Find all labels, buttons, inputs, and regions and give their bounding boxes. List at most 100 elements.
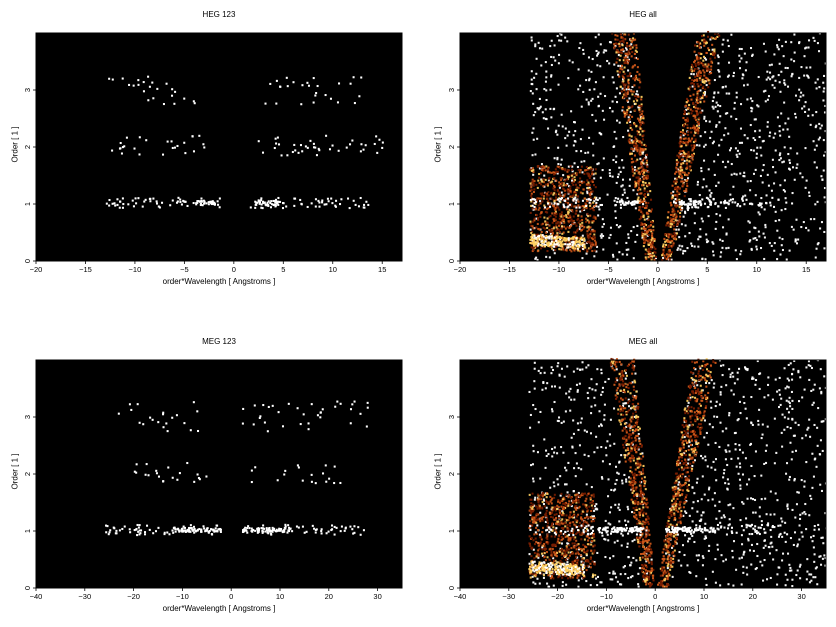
heatmap-cell	[740, 57, 743, 60]
heatmap-cell	[219, 529, 222, 532]
heatmap-cell	[754, 568, 757, 571]
heatmap-cell	[810, 497, 813, 500]
heatmap-cell	[728, 92, 731, 95]
heatmap-cell	[638, 73, 641, 76]
heatmap-cell	[144, 533, 147, 536]
heatmap-cell	[560, 243, 563, 246]
heatmap-cell	[647, 240, 650, 243]
heatmap-cell	[621, 44, 624, 47]
heatmap-cell	[646, 190, 649, 193]
plot-background	[36, 33, 402, 261]
heatmap-cell	[267, 405, 270, 409]
heatmap-cell	[800, 479, 803, 482]
heatmap-cell	[629, 576, 633, 579]
heatmap-cell	[600, 445, 603, 449]
heatmap-cell	[808, 514, 811, 517]
heatmap-cell	[701, 186, 704, 189]
heatmap-cell	[706, 79, 709, 82]
heatmap-cell	[639, 149, 642, 152]
heatmap-cell	[670, 258, 673, 261]
heatmap-cell	[752, 549, 755, 552]
heatmap-cell	[277, 200, 280, 203]
heatmap-cell	[562, 194, 565, 197]
heatmap-cell	[672, 215, 675, 218]
heatmap-cell	[678, 236, 681, 239]
heatmap-cell	[776, 573, 779, 576]
heatmap-cell	[686, 159, 689, 162]
heatmap-cell	[575, 192, 578, 195]
heatmap-cell	[139, 532, 142, 535]
heatmap-cell	[562, 195, 565, 198]
heatmap-cell	[570, 436, 573, 439]
heatmap-cell	[593, 230, 596, 233]
heatmap-cell	[679, 203, 682, 206]
heatmap-cell	[543, 174, 546, 177]
heatmap-cell	[621, 48, 624, 51]
heatmap-cell	[543, 235, 546, 238]
heatmap-cell	[293, 143, 296, 146]
heatmap-cell	[668, 249, 671, 252]
heatmap-cell	[541, 546, 544, 549]
heatmap-cell	[786, 505, 789, 508]
heatmap-cell	[616, 57, 619, 60]
heatmap-cell	[566, 169, 569, 172]
heatmap-cell	[578, 241, 581, 244]
heatmap-cell	[620, 36, 623, 39]
heatmap-cell	[574, 247, 577, 250]
heatmap-cell	[556, 561, 559, 564]
heatmap-cell	[538, 167, 541, 170]
heatmap-cell	[544, 240, 547, 243]
heatmap-cell	[376, 151, 379, 154]
heatmap-cell	[589, 247, 592, 250]
heatmap-cell	[568, 396, 571, 399]
heatmap-cell	[585, 580, 588, 583]
heatmap-cell	[769, 513, 772, 516]
heatmap-cell	[815, 87, 818, 90]
heatmap-cell	[312, 146, 316, 149]
heatmap-cell	[545, 89, 548, 92]
heatmap-cell	[633, 144, 636, 147]
heatmap-cell	[588, 240, 591, 243]
heatmap-cell	[567, 461, 570, 464]
heatmap-cell	[135, 463, 138, 466]
heatmap-cell	[571, 173, 574, 176]
heatmap-cell	[325, 480, 328, 483]
heatmap-cell	[688, 514, 691, 517]
heatmap-cell	[699, 61, 702, 64]
heatmap-cell	[654, 257, 657, 260]
heatmap-cell	[683, 180, 686, 183]
heatmap-cell	[596, 446, 599, 449]
heatmap-cell	[790, 225, 793, 228]
heatmap-cell	[586, 226, 589, 229]
heatmap-cell	[580, 560, 583, 563]
heatmap-cell	[242, 529, 245, 532]
heatmap-cell	[622, 136, 625, 139]
heatmap-cell	[563, 206, 566, 209]
heatmap-cell	[595, 203, 598, 206]
heatmap-cell	[558, 184, 561, 187]
heatmap-cell	[645, 230, 648, 233]
heatmap-cell	[576, 218, 579, 221]
heatmap-cell	[544, 178, 547, 181]
heatmap-cell	[334, 204, 337, 207]
heatmap-cell	[760, 197, 763, 200]
heatmap-cell	[625, 248, 628, 251]
heatmap-cell	[784, 83, 787, 86]
heatmap-cell	[114, 204, 117, 207]
heatmap-cell	[732, 71, 735, 74]
heatmap-cell	[210, 528, 213, 531]
heatmap-cell	[634, 142, 637, 145]
heatmap-cell	[571, 445, 574, 448]
heatmap-cell	[586, 212, 589, 215]
heatmap-cell	[764, 544, 767, 547]
heatmap-cell	[715, 124, 718, 127]
heatmap-cell	[261, 151, 265, 154]
heatmap-cell	[589, 174, 592, 178]
heatmap-cell	[783, 367, 786, 370]
heatmap-cell	[568, 226, 571, 229]
heatmap-cell	[800, 91, 803, 94]
heatmap-cell	[574, 212, 577, 215]
heatmap-cell	[555, 171, 558, 174]
heatmap-cell	[622, 404, 625, 408]
heatmap-cell	[689, 417, 692, 420]
